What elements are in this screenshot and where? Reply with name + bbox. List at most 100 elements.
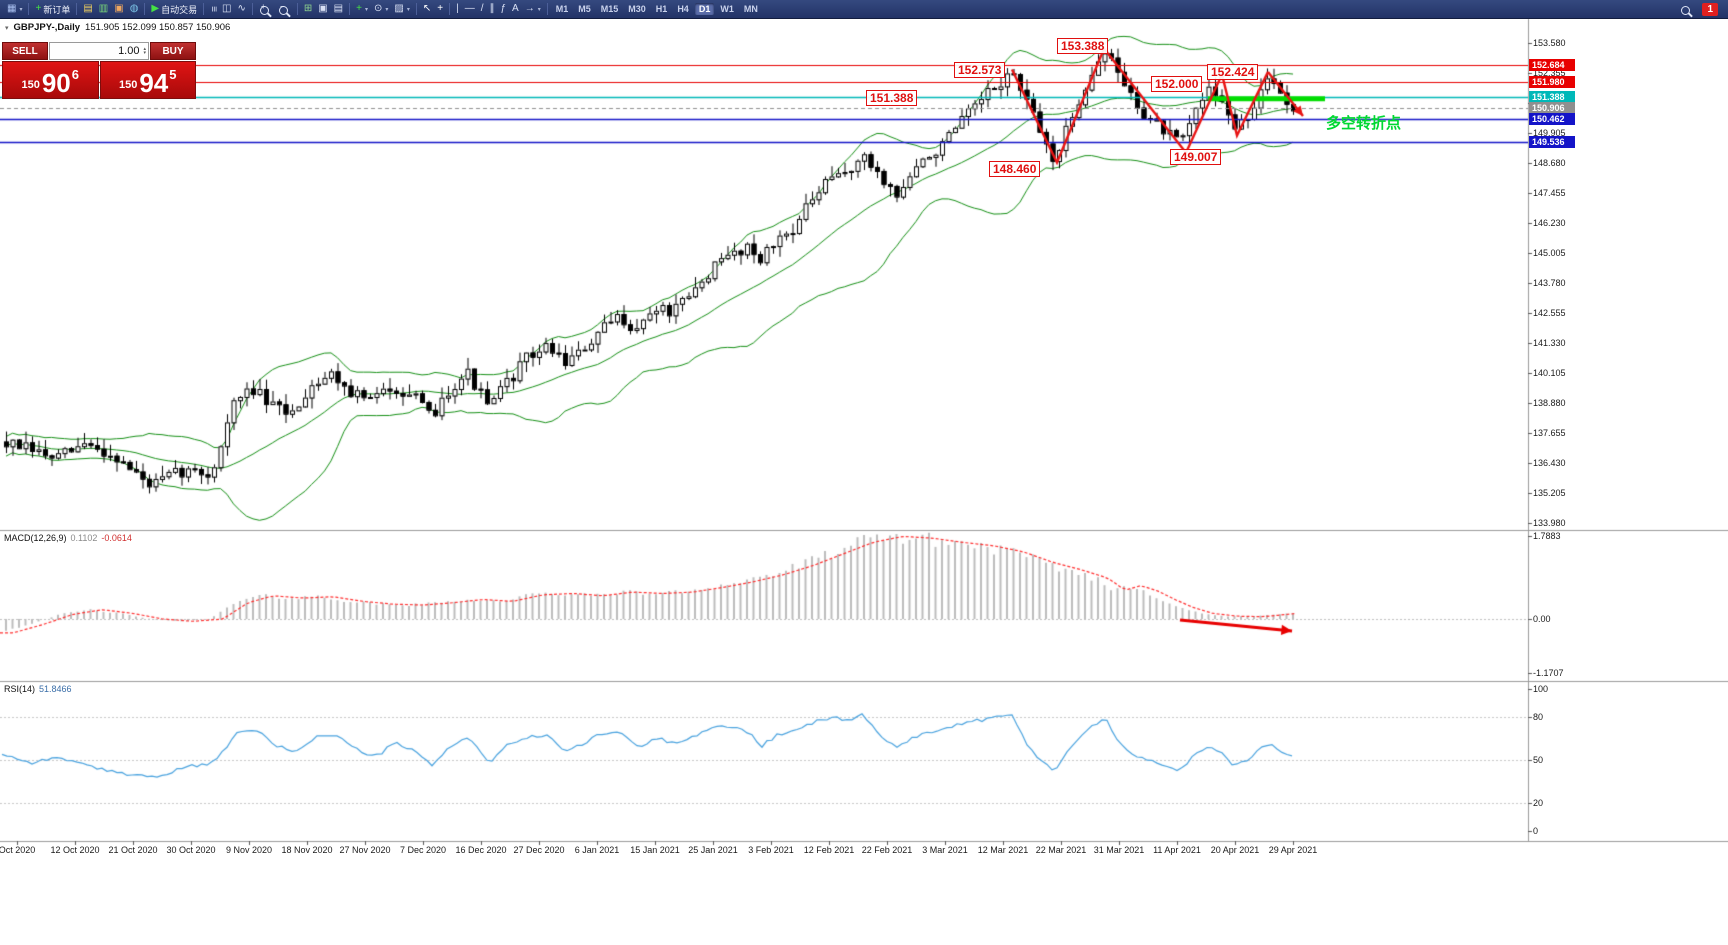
- toolbar-separator: [76, 3, 78, 15]
- date-axis-label: 27 Dec 2020: [513, 845, 565, 855]
- rsi-name: RSI(14): [4, 684, 36, 694]
- fibonacci-icon[interactable]: ƒ: [497, 1, 509, 17]
- strategy-tester-icon[interactable]: ◍: [127, 1, 142, 17]
- date-axis-label: 15 Jan 2021: [630, 845, 680, 855]
- rsi-indicator-label: RSI(14) 51.8466: [4, 684, 72, 694]
- templates-icon[interactable]: ▨ ▾: [391, 1, 412, 17]
- new-order-button[interactable]: + 新订单: [32, 1, 73, 17]
- annotation-price-box[interactable]: 148.460: [989, 161, 1041, 177]
- dropdown-caret-icon: ▾: [537, 6, 541, 13]
- line-chart-type-icon[interactable]: ∿: [234, 1, 248, 17]
- buy-price-display[interactable]: 150 94 5: [99, 61, 196, 99]
- periods-icon-glyph: ⊙: [373, 3, 383, 14]
- horizontal-line-icon[interactable]: —: [462, 1, 478, 17]
- indicators-icon[interactable]: + ▾: [353, 1, 371, 17]
- toolbar-separator: [415, 3, 417, 15]
- arrange-windows-icon[interactable]: ▤: [331, 1, 346, 17]
- cursor-icon-glyph: ↖: [422, 3, 432, 14]
- timeframe-m1[interactable]: M1: [555, 4, 569, 14]
- sell-price-prefix: 150: [21, 79, 40, 91]
- price-axis-label: 140.105: [1533, 367, 1566, 378]
- bar-chart-type-icon[interactable]: ≡: [207, 1, 219, 17]
- price-axis-highlight-support: 149.536: [1529, 136, 1575, 148]
- macd-signal-value: -0.0614: [101, 533, 132, 543]
- volume-value: 1.00: [118, 45, 140, 57]
- toolbar-separator: [144, 3, 146, 15]
- price-axis-label: 147.455: [1533, 187, 1566, 198]
- dropdown-caret-icon: ▾: [364, 6, 368, 13]
- timeframe-h1[interactable]: H1: [655, 4, 668, 14]
- chart-profile-icon[interactable]: ▦ ▾: [4, 1, 25, 17]
- timeframe-m5[interactable]: M5: [578, 4, 591, 14]
- notification-badge[interactable]: 1: [1702, 2, 1718, 16]
- date-axis-label: 18 Nov 2020: [281, 845, 333, 855]
- toolbar-separator: [546, 3, 548, 15]
- arrows-tool-icon[interactable]: → ▾: [522, 1, 544, 17]
- market-watch-icon[interactable]: ▥: [96, 1, 111, 17]
- zoom-out-icon[interactable]: −: [275, 1, 294, 17]
- collapse-arrow-icon[interactable]: ▾: [5, 24, 9, 32]
- horizontal-line-icon-glyph: —: [464, 3, 475, 14]
- price-axis-highlight-resistance: 152.684: [1529, 58, 1575, 71]
- spinner-up-icon[interactable]: ▴: [143, 46, 146, 52]
- timeframe-m15[interactable]: M15: [600, 4, 619, 14]
- price-axis-label: 142.555: [1533, 307, 1566, 318]
- annotation-price-box[interactable]: 152.424: [1207, 64, 1259, 80]
- annotation-price-box[interactable]: 152.573: [954, 62, 1006, 78]
- volume-spinner[interactable]: ▴ ▾: [143, 46, 146, 56]
- text-tool-icon[interactable]: A: [509, 1, 522, 17]
- macd-axis-label: 0.00: [1533, 614, 1551, 624]
- price-axis-label: 141.330: [1533, 337, 1566, 348]
- rsi-axis-label: 0: [1533, 826, 1539, 836]
- cascade-windows-icon[interactable]: ▣: [315, 1, 330, 17]
- spinner-down-icon[interactable]: ▾: [143, 50, 146, 56]
- zoom-in-icon[interactable]: +: [256, 1, 275, 17]
- candlestick-chart-type-icon[interactable]: ◫: [219, 1, 234, 17]
- channel-icon[interactable]: ∥: [486, 1, 497, 17]
- cursor-icon[interactable]: ↖: [420, 1, 434, 17]
- annotation-price-box[interactable]: 152.000: [1151, 76, 1203, 92]
- data-window-icon[interactable]: ▣: [111, 1, 126, 17]
- volume-input[interactable]: 1.00 ▴ ▾: [49, 42, 149, 60]
- symbol-info: ▾ GBPJPY-,Daily 151.905 152.099 150.857 …: [5, 22, 230, 33]
- date-axis-label: 16 Dec 2020: [455, 845, 507, 855]
- buy-button[interactable]: BUY: [150, 42, 196, 60]
- price-axis-label: 152.355: [1533, 67, 1566, 78]
- tile-windows-icon[interactable]: ⊞: [301, 1, 315, 17]
- annotation-price-box[interactable]: 151.388: [866, 90, 918, 106]
- vertical-line-icon[interactable]: |: [453, 1, 462, 17]
- timeframe-h4[interactable]: H4: [677, 4, 689, 14]
- trendline-icon[interactable]: /: [478, 1, 487, 17]
- timeframe-mn[interactable]: MN: [743, 4, 758, 14]
- ohlc-values: 151.905 152.099 150.857 150.906: [85, 22, 231, 33]
- line-chart-type-icon-glyph: ∿: [237, 3, 246, 14]
- crosshair-icon[interactable]: +: [434, 1, 446, 17]
- timeframe-w1[interactable]: W1: [720, 4, 734, 14]
- crosshair-icon-glyph: +: [437, 3, 444, 14]
- indicators-icon-glyph: +: [356, 3, 362, 14]
- date-axis-label: 25 Jan 2021: [688, 845, 738, 855]
- search-button[interactable]: [1677, 1, 1696, 17]
- timeframe-d1[interactable]: D1: [694, 3, 715, 15]
- sell-button[interactable]: SELL: [2, 42, 48, 60]
- zoom-in-glyph: +: [259, 2, 269, 15]
- date-axis-label: 12 Oct 2020: [50, 845, 100, 855]
- date-axis-label: 20 Apr 2021: [1210, 845, 1260, 855]
- periods-icon[interactable]: ⊙ ▾: [371, 1, 391, 17]
- annotation-text[interactable]: 多空转折点: [1326, 115, 1402, 132]
- sell-price-display[interactable]: 150 90 6: [2, 61, 99, 99]
- macd-indicator-label: MACD(12,26,9) 0.1102 -0.0614: [4, 533, 132, 543]
- auto-trading-button[interactable]: ▶ 自动交易: [148, 1, 200, 17]
- price-axis-label: 138.880: [1533, 397, 1566, 408]
- price-axis-label: 143.780: [1533, 277, 1566, 288]
- timeframe-m30[interactable]: M30: [628, 4, 646, 14]
- annotation-price-box[interactable]: 153.388: [1057, 38, 1109, 54]
- rsi-value: 51.8466: [39, 684, 72, 694]
- charts-window-icon[interactable]: ▤: [80, 1, 95, 17]
- toolbar-separator: [349, 3, 351, 15]
- annotation-price-box[interactable]: 149.007: [1170, 149, 1222, 165]
- arrange-windows-icon-glyph: ▤: [333, 3, 344, 14]
